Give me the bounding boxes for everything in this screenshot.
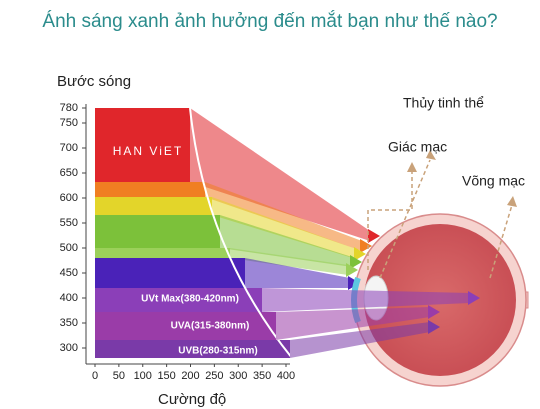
y-tick-label: 400	[60, 292, 78, 304]
arrowhead	[426, 150, 436, 160]
beam-arrowhead	[360, 239, 372, 253]
beam	[262, 288, 470, 312]
arrowhead	[507, 196, 517, 207]
x-tick-label: 0	[92, 370, 98, 382]
beam	[230, 248, 348, 275]
y-tick-label: 300	[60, 342, 78, 354]
x-tick-label: 50	[113, 370, 125, 382]
pointer	[367, 170, 413, 270]
beam	[245, 258, 350, 288]
x-tick-label: 150	[157, 370, 175, 382]
beam-arrowhead	[346, 263, 358, 277]
band	[95, 258, 245, 288]
y-tick-label: 350	[60, 317, 78, 329]
band-label: UVt Max(380-420nm)	[141, 294, 239, 305]
x-tick-label: 300	[229, 370, 247, 382]
beam-arrowhead	[428, 320, 440, 334]
y-tick-label: 780	[60, 102, 78, 114]
beam	[220, 215, 352, 267]
y-tick-label: 650	[60, 167, 78, 179]
beam	[276, 307, 430, 340]
beam-arrowhead	[350, 255, 362, 269]
band-label: UVB(280-315nm)	[178, 346, 257, 357]
x-tick-label: 400	[277, 370, 295, 382]
y-tick-label: 500	[60, 242, 78, 254]
y-tick-label: 550	[60, 217, 78, 229]
band	[95, 108, 190, 182]
band	[95, 197, 212, 215]
x-axis-label: Cường độ	[158, 391, 226, 408]
y-axis-label: Bước sóng	[57, 73, 131, 90]
beam-arrowhead	[354, 247, 366, 261]
band	[95, 182, 205, 197]
arrowhead	[407, 162, 417, 172]
pointer-heads	[407, 150, 517, 207]
watermark: HAN ViET	[113, 144, 183, 158]
eye-label: Võng mạc	[462, 173, 525, 189]
beam-arrowhead	[428, 305, 440, 319]
eye-label: Thủy tinh thể	[403, 95, 484, 111]
eye-label: Giác mạc	[388, 139, 447, 155]
pointer-lines	[367, 159, 513, 279]
spectrum-bands	[95, 107, 293, 359]
beam	[290, 322, 430, 358]
beam-arrowhead	[468, 291, 480, 305]
y-tick-label: 600	[60, 192, 78, 204]
x-tick-label: 350	[253, 370, 271, 382]
band	[95, 340, 290, 358]
curve-edge	[189, 107, 293, 359]
y-tick-label: 700	[60, 142, 78, 154]
band	[95, 215, 220, 248]
x-tick-label: 200	[181, 370, 199, 382]
uv-beams	[262, 288, 480, 358]
light-beams	[190, 108, 380, 290]
band	[95, 248, 230, 258]
beam	[205, 182, 362, 251]
x-tick-label: 250	[205, 370, 223, 382]
beam	[190, 108, 370, 241]
band	[95, 312, 276, 340]
title: Ánh sáng xanh ảnh hưởng đến mắt bạn như …	[42, 10, 497, 32]
pointer	[489, 204, 513, 279]
band	[95, 288, 262, 312]
band-label: UVA(315-380nm)	[171, 321, 250, 332]
beam-arrowhead	[368, 229, 380, 243]
y-tick-label: 750	[60, 117, 78, 129]
beam	[212, 197, 356, 259]
axes: 780 750 700 650 600 550 500 450 400 350 300 0 50 100 1…	[60, 102, 296, 382]
pointer	[379, 159, 431, 279]
x-tick-label: 100	[134, 370, 152, 382]
y-tick-label: 450	[60, 267, 78, 279]
